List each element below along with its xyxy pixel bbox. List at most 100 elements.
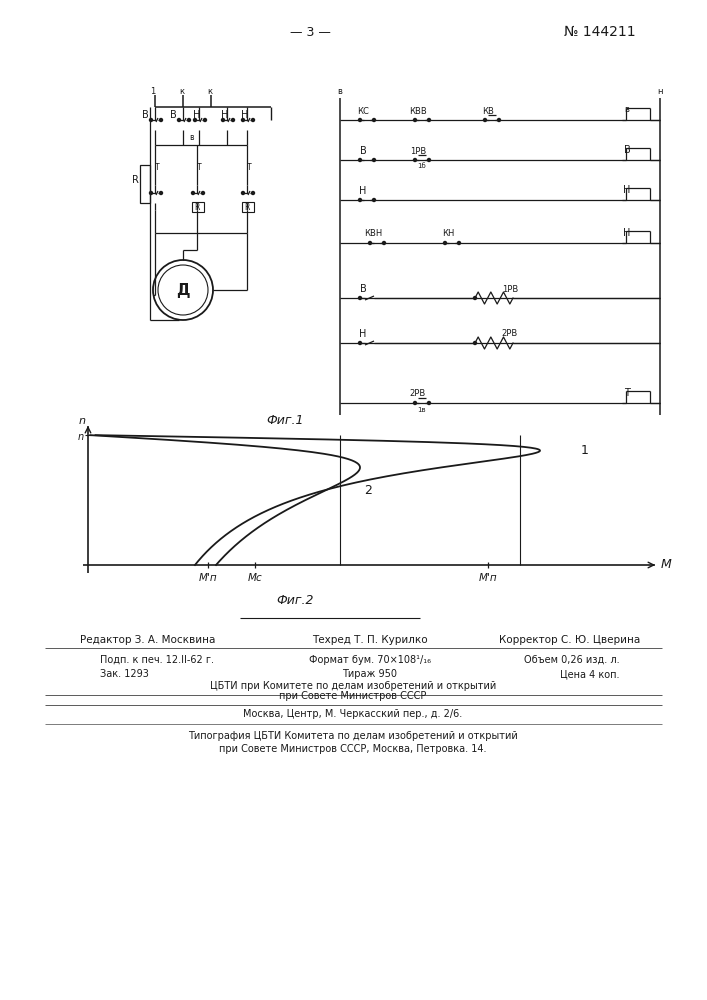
Text: Типография ЦБТИ Комитета по делам изобретений и открытий: Типография ЦБТИ Комитета по делам изобре… bbox=[188, 731, 518, 741]
Circle shape bbox=[358, 342, 361, 344]
Circle shape bbox=[414, 118, 416, 121]
Circle shape bbox=[428, 118, 431, 121]
Text: — 3 —: — 3 — bbox=[290, 25, 330, 38]
Text: R: R bbox=[132, 175, 139, 185]
Circle shape bbox=[414, 401, 416, 404]
Circle shape bbox=[358, 198, 361, 202]
Text: Н: Н bbox=[221, 110, 228, 120]
Bar bbox=[242, 202, 254, 212]
Text: 1РВ: 1РВ bbox=[502, 284, 518, 294]
Circle shape bbox=[160, 118, 163, 121]
Bar bbox=[192, 202, 204, 212]
Text: T: T bbox=[155, 162, 159, 172]
Text: 1: 1 bbox=[581, 444, 589, 456]
Circle shape bbox=[474, 342, 477, 344]
Text: Цена 4 коп.: Цена 4 коп. bbox=[561, 669, 620, 679]
Text: Москва, Центр, М. Черкасский пер., д. 2/6.: Москва, Центр, М. Черкасский пер., д. 2/… bbox=[243, 709, 462, 719]
Text: Фиг.2: Фиг.2 bbox=[276, 593, 314, 606]
Bar bbox=[140, 165, 150, 203]
Circle shape bbox=[414, 158, 416, 161]
Text: Формат бум. 70×108¹/₁₆: Формат бум. 70×108¹/₁₆ bbox=[309, 655, 431, 665]
Circle shape bbox=[358, 118, 361, 121]
Text: Зак. 1293: Зак. 1293 bbox=[100, 669, 149, 679]
Circle shape bbox=[373, 158, 375, 161]
Text: В: В bbox=[360, 146, 366, 156]
Circle shape bbox=[358, 296, 361, 300]
Text: в: в bbox=[624, 105, 629, 114]
Circle shape bbox=[187, 118, 190, 121]
Text: Тираж 950: Тираж 950 bbox=[342, 669, 397, 679]
Text: Объем 0,26 изд. л.: Объем 0,26 изд. л. bbox=[525, 655, 620, 665]
Circle shape bbox=[428, 158, 431, 161]
Text: при Совете Министров СССР: при Совете Министров СССР bbox=[279, 691, 427, 701]
Circle shape bbox=[177, 118, 180, 121]
Circle shape bbox=[242, 118, 245, 121]
Text: Н: Н bbox=[241, 110, 249, 120]
Text: к: к bbox=[207, 88, 213, 97]
Text: № 144211: № 144211 bbox=[564, 25, 636, 39]
Circle shape bbox=[373, 198, 375, 202]
Text: Редактор З. А. Москвина: Редактор З. А. Москвина bbox=[81, 635, 216, 645]
Text: 2РВ: 2РВ bbox=[410, 389, 426, 398]
Text: M: M bbox=[660, 558, 672, 572]
Text: КН: КН bbox=[442, 230, 454, 238]
Text: В: В bbox=[170, 110, 176, 120]
Text: 1в: 1в bbox=[418, 407, 426, 413]
Text: в: в bbox=[189, 132, 193, 141]
Text: В: В bbox=[360, 284, 366, 294]
Text: Корректор С. Ю. Цверина: Корректор С. Ю. Цверина bbox=[499, 635, 641, 645]
Circle shape bbox=[160, 192, 163, 194]
Circle shape bbox=[192, 192, 194, 194]
Text: Подп. к печ. 12.II-62 г.: Подп. к печ. 12.II-62 г. bbox=[100, 655, 214, 665]
Text: при Совете Министров СССР, Москва, Петровка. 14.: при Совете Министров СССР, Москва, Петро… bbox=[219, 744, 486, 754]
Text: Фиг.1: Фиг.1 bbox=[267, 414, 304, 426]
Circle shape bbox=[252, 192, 255, 194]
Text: 2РВ: 2РВ bbox=[502, 330, 518, 338]
Circle shape bbox=[242, 192, 245, 194]
Text: Н: Н bbox=[624, 228, 631, 238]
Text: к: к bbox=[180, 88, 185, 97]
Text: н: н bbox=[658, 87, 662, 96]
Text: 2: 2 bbox=[364, 484, 372, 496]
Text: Н: Н bbox=[193, 110, 201, 120]
Text: КС: КС bbox=[357, 106, 369, 115]
Text: В: В bbox=[624, 145, 631, 155]
Text: n: n bbox=[78, 416, 86, 426]
Circle shape bbox=[368, 241, 371, 244]
Text: в: в bbox=[337, 87, 342, 96]
Circle shape bbox=[231, 118, 235, 121]
Circle shape bbox=[498, 118, 501, 121]
Circle shape bbox=[373, 118, 375, 121]
Circle shape bbox=[358, 158, 361, 161]
Text: 1: 1 bbox=[151, 88, 156, 97]
Circle shape bbox=[474, 296, 477, 300]
Circle shape bbox=[443, 241, 447, 244]
Text: n: n bbox=[78, 432, 84, 442]
Text: T: T bbox=[197, 162, 201, 172]
Text: КВН: КВН bbox=[364, 230, 382, 238]
Circle shape bbox=[428, 401, 431, 404]
Text: КВВ: КВВ bbox=[409, 106, 427, 115]
Text: Техред Т. П. Курилко: Техред Т. П. Курилко bbox=[312, 635, 428, 645]
Circle shape bbox=[204, 118, 206, 121]
Text: 1б: 1б bbox=[418, 163, 426, 169]
Text: Т: Т bbox=[624, 388, 630, 398]
Circle shape bbox=[221, 118, 225, 121]
Circle shape bbox=[252, 118, 255, 121]
Text: R: R bbox=[194, 202, 199, 212]
Circle shape bbox=[194, 118, 197, 121]
Text: Н: Н bbox=[359, 329, 367, 339]
Text: 1РВ: 1РВ bbox=[410, 146, 426, 155]
Text: Д: Д bbox=[176, 282, 189, 298]
Text: Н: Н bbox=[359, 186, 367, 196]
Circle shape bbox=[149, 192, 153, 194]
Text: Н: Н bbox=[624, 185, 631, 195]
Circle shape bbox=[201, 192, 204, 194]
Text: M'п: M'п bbox=[199, 573, 217, 583]
Text: ЦБТИ при Комитете по делам изобретений и открытий: ЦБТИ при Комитете по делам изобретений и… bbox=[210, 681, 496, 691]
Text: Мс: Мс bbox=[247, 573, 262, 583]
Circle shape bbox=[457, 241, 460, 244]
Circle shape bbox=[484, 118, 486, 121]
Text: R: R bbox=[245, 202, 250, 212]
Text: M'п: M'п bbox=[479, 573, 497, 583]
